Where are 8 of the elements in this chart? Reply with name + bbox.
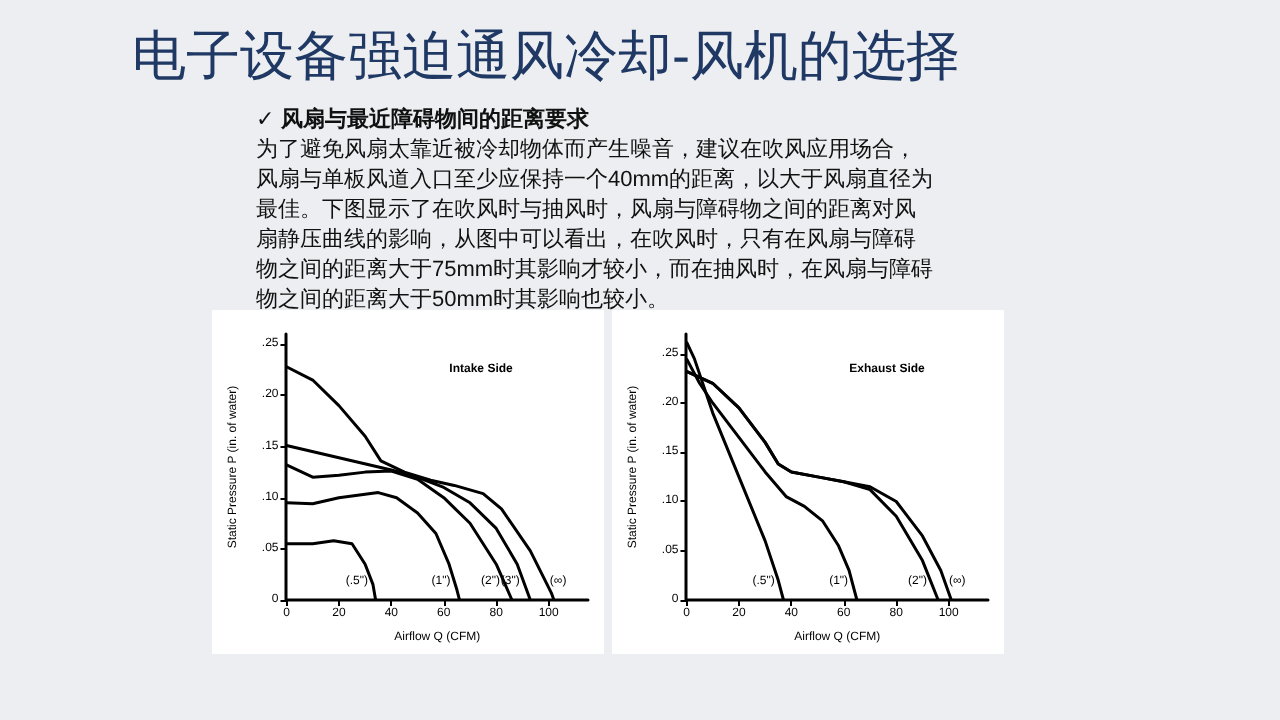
text: 风扇与单板风道入口至少应保持一个40mm的距离，以大于风扇直径为 — [256, 166, 934, 196]
text: 扇静压曲线的影响，从图中可以看出，在吹风时，只有在风扇与障碍 — [256, 226, 918, 256]
text: 物之间的距离大于50mm时其影响也较小。 — [256, 286, 672, 316]
text: 为了避免风扇太靠近被冷却物体而产生噪音，建议在吹风应用场合， — [256, 136, 918, 166]
text: 电子设备强迫通风冷却-风机的选择 — [132, 24, 960, 90]
text: 最佳。下图显示了在吹风时与抽风时，风扇与障碍物之间的距离对风 — [256, 196, 918, 226]
text: ✓ 风扇与最近障碍物间的距离要求 — [256, 105, 589, 134]
text: 物之间的距离大于75mm时其影响才较小，而在抽风时，在风扇与障碍 — [256, 256, 934, 286]
